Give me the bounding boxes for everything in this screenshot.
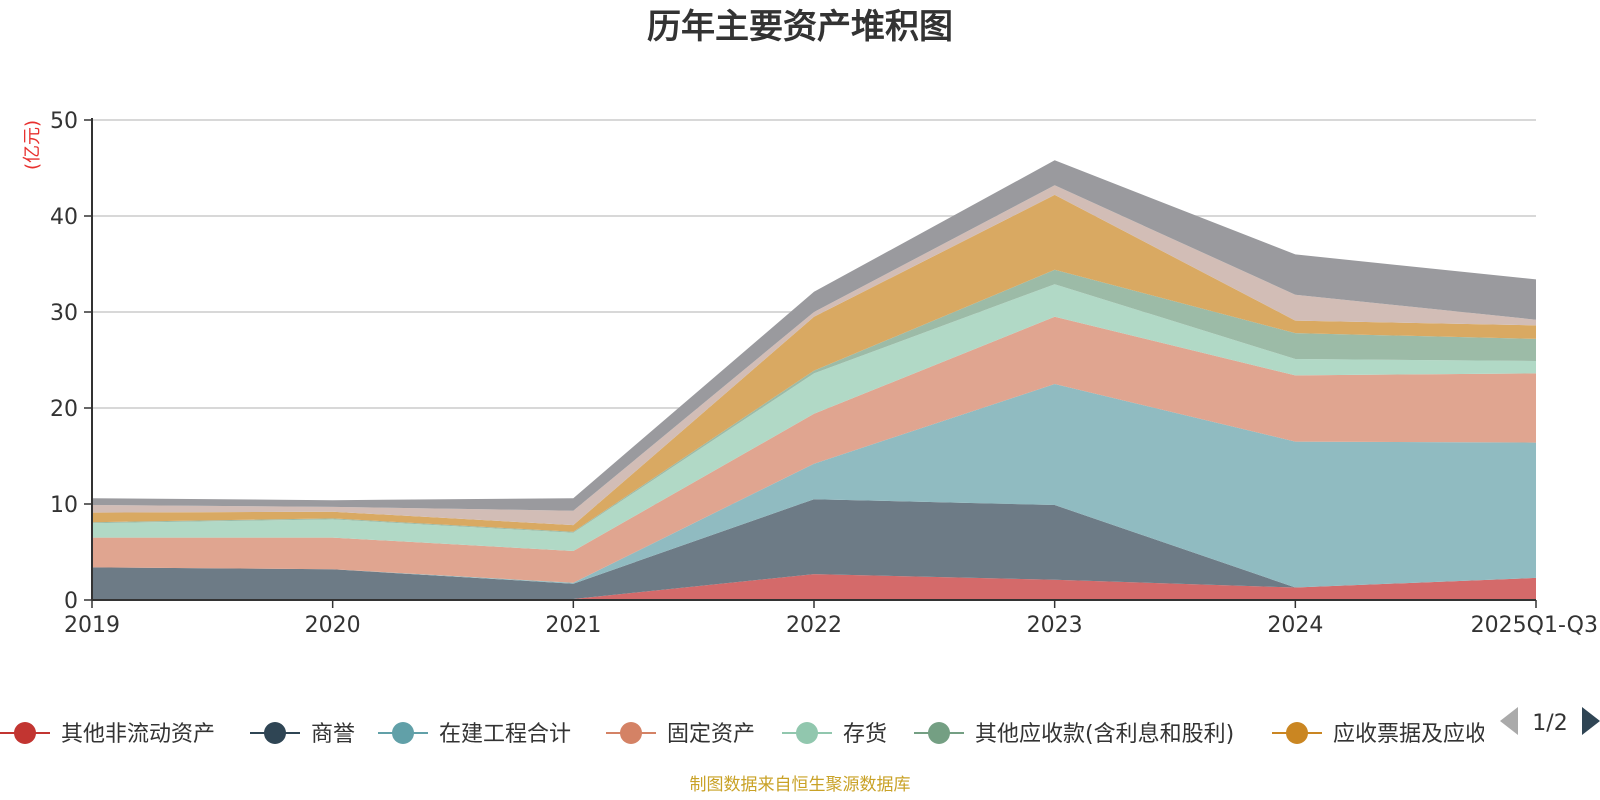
legend-item-5[interactable]: 其他应收款(含利息和股利) bbox=[914, 722, 1234, 747]
y-tick-label: 30 bbox=[50, 301, 78, 326]
x-tick-label: 2025Q1-Q3 bbox=[1471, 613, 1598, 638]
area-series-group bbox=[92, 160, 1536, 600]
y-tick-label: 0 bbox=[64, 589, 78, 614]
y-axis-unit-label: (亿元) bbox=[22, 120, 43, 170]
legend-label: 其他非流动资产 bbox=[61, 722, 215, 747]
x-tick-labels: 2019 2020 2021 2022 2023 2024 2025Q1-Q3 bbox=[64, 613, 1598, 638]
legend-label: 在建工程合计 bbox=[439, 722, 571, 747]
legend-marker bbox=[392, 722, 414, 744]
legend-item-6[interactable]: 应收票据及应收 bbox=[1272, 722, 1487, 747]
legend-marker bbox=[928, 722, 950, 744]
legend-label: 应收票据及应收 bbox=[1333, 722, 1487, 747]
legend-items: 其他非流动资产 商誉 在建工程合计 固定资产 存货 其他应收款(含利息和股利) 应收票据及应… bbox=[0, 722, 1487, 747]
legend-prev-page-icon[interactable] bbox=[1500, 707, 1518, 735]
x-tick-label: 2023 bbox=[1027, 613, 1083, 638]
legend: 其他非流动资产 商誉 在建工程合计 固定资产 存货 其他应收款(含利息和股利) 应收票据及应… bbox=[0, 722, 1487, 747]
legend-pager: 1/2 bbox=[1500, 707, 1600, 736]
area-series-6 bbox=[92, 194, 1536, 532]
legend-item-2[interactable]: 在建工程合计 bbox=[378, 722, 571, 747]
area-series-2 bbox=[92, 384, 1536, 588]
chart-title: 历年主要资产堆积图 bbox=[647, 7, 953, 47]
y-tick-label: 50 bbox=[50, 109, 78, 134]
legend-label: 固定资产 bbox=[667, 722, 755, 747]
x-tick-label: 2020 bbox=[305, 613, 361, 638]
legend-next-page-icon[interactable] bbox=[1582, 707, 1600, 735]
area-series-0 bbox=[92, 574, 1536, 600]
legend-marker bbox=[620, 722, 642, 744]
axes bbox=[84, 118, 1537, 608]
legend-item-0[interactable]: 其他非流动资产 bbox=[0, 722, 215, 747]
data-source-note: 制图数据来自恒生聚源数据库 bbox=[690, 775, 911, 795]
x-tick-label: 2019 bbox=[64, 613, 120, 638]
y-tick-labels: 0 10 20 30 40 50 bbox=[50, 109, 78, 614]
y-tick-label: 40 bbox=[50, 205, 78, 230]
legend-item-4[interactable]: 存货 bbox=[782, 722, 887, 747]
legend-item-3[interactable]: 固定资产 bbox=[606, 722, 755, 747]
y-tick-label: 20 bbox=[50, 397, 78, 422]
x-tick-label: 2022 bbox=[786, 613, 842, 638]
x-tick-label: 2024 bbox=[1267, 613, 1323, 638]
legend-item-1[interactable]: 商誉 bbox=[250, 722, 355, 747]
area-series-4 bbox=[92, 284, 1536, 551]
legend-marker bbox=[14, 722, 36, 744]
x-tick-label: 2021 bbox=[545, 613, 601, 638]
legend-label: 商誉 bbox=[311, 722, 355, 747]
y-tick-label: 10 bbox=[50, 493, 78, 518]
legend-marker bbox=[264, 722, 286, 744]
area-series-3 bbox=[92, 316, 1536, 583]
legend-label: 其他应收款(含利息和股利) bbox=[975, 722, 1234, 747]
area-series-1 bbox=[92, 499, 1536, 599]
legend-marker bbox=[796, 722, 818, 744]
legend-label: 存货 bbox=[843, 722, 887, 747]
legend-marker bbox=[1286, 722, 1308, 744]
legend-page-indicator: 1/2 bbox=[1532, 711, 1567, 736]
